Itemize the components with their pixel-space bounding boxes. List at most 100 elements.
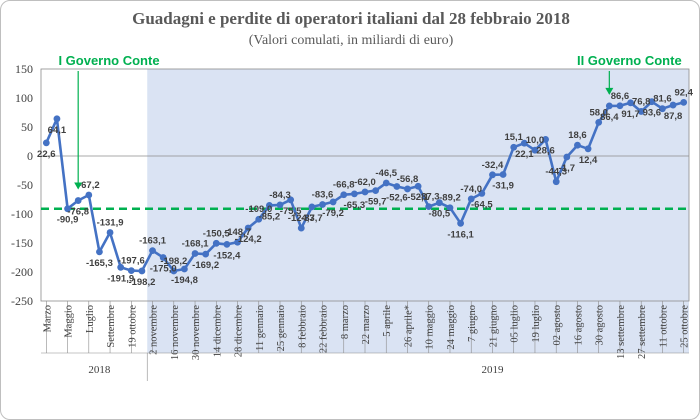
- data-label: -124,3: [288, 213, 315, 224]
- x-tick-label: 8 febbraio: [297, 305, 308, 348]
- data-point: [149, 247, 156, 254]
- x-tick-label: 25 ottobre: [680, 305, 691, 348]
- y-tick-label: -50: [17, 178, 33, 192]
- x-tick-label: 7 giugno: [467, 305, 478, 342]
- x-tick-label: 26 aprile*: [403, 305, 414, 347]
- data-point: [510, 143, 518, 151]
- data-point: [297, 224, 305, 232]
- data-point: [574, 141, 581, 149]
- data-point: [648, 98, 656, 106]
- data-point: [542, 136, 549, 143]
- data-label: 86,4: [600, 112, 619, 123]
- data-label: -194,8: [171, 275, 198, 286]
- data-label: -198,2: [128, 277, 155, 288]
- data-point: [435, 199, 443, 207]
- x-tick-label: Maggio: [64, 305, 75, 338]
- y-tick-label: -250: [11, 294, 33, 308]
- x-tick-label: Settembre: [106, 305, 117, 348]
- data-label: -116,1: [447, 229, 474, 240]
- data-point: [584, 145, 592, 153]
- data-label: -46,5: [375, 168, 397, 179]
- data-point: [42, 139, 50, 147]
- data-point: [255, 215, 263, 223]
- data-point: [637, 108, 645, 115]
- x-tick-label: 22 marzo: [361, 305, 372, 344]
- y-tick-label: 50: [21, 120, 33, 134]
- data-point: [680, 99, 688, 106]
- x-tick-label: 25 gennaio: [276, 305, 287, 351]
- data-label: 18,6: [568, 130, 587, 141]
- x-tick-label: 24 maggio: [446, 305, 457, 350]
- data-point: [74, 197, 82, 204]
- x-tick-label: 05 luglio: [510, 305, 521, 343]
- annotation-arrow-head: [605, 87, 614, 95]
- data-label: -52,1: [407, 192, 429, 203]
- data-point: [319, 201, 326, 208]
- y-tick-label: 0: [27, 149, 33, 163]
- data-point: [425, 203, 433, 211]
- data-label: 76,8: [632, 96, 651, 107]
- data-label: 10,0: [526, 135, 545, 146]
- data-label: 91,7: [621, 109, 640, 120]
- x-tick-label: 28 dicembre: [234, 305, 245, 358]
- data-point: [499, 171, 507, 178]
- data-point: [531, 146, 539, 154]
- data-point: [520, 139, 528, 147]
- data-label: -83,6: [312, 189, 334, 200]
- data-label: -148,7: [224, 227, 251, 238]
- x-tick-label: 2 novembre: [149, 305, 160, 355]
- data-point: [170, 267, 178, 275]
- data-label: -198,2: [160, 256, 187, 267]
- data-point: [446, 204, 454, 212]
- x-tick-label: 16 novembre: [170, 305, 181, 360]
- x-tick-label: 11 gennaio: [255, 305, 266, 351]
- data-label: 22,1: [515, 149, 534, 160]
- data-label: -79,2: [322, 208, 344, 219]
- data-label: -169,2: [192, 260, 219, 271]
- x-tick-label: 30 agosto: [595, 305, 606, 346]
- chart-subtitle: (Valori comulati, in miliardi di euro): [248, 33, 454, 48]
- data-label: -65,3: [344, 200, 366, 211]
- data-point: [478, 190, 486, 197]
- data-point: [563, 153, 571, 161]
- data-point: [489, 171, 496, 179]
- x-tick-label: 16 agosto: [573, 305, 584, 346]
- data-label: -59,7: [365, 197, 387, 208]
- data-label: -163,1: [139, 236, 167, 247]
- data-point: [191, 250, 199, 257]
- data-point: [106, 229, 114, 236]
- data-point: [244, 224, 252, 232]
- data-label: -191,9: [107, 273, 134, 284]
- data-point: [659, 105, 666, 113]
- x-tick-label: Marzo: [42, 305, 53, 332]
- data-point: [414, 182, 422, 190]
- data-point: [552, 178, 560, 186]
- data-label: 58,0: [589, 107, 608, 118]
- x-tick-label: 8 marzo: [340, 305, 351, 339]
- data-label: -87,7: [301, 213, 323, 224]
- data-point: [382, 179, 390, 187]
- data-point: [329, 198, 337, 206]
- x-tick-label: 21 giugno: [488, 305, 499, 347]
- x-tick-label: 10 maggio: [425, 305, 436, 350]
- data-label: -56,8: [397, 174, 419, 185]
- data-point: [616, 102, 624, 110]
- data-label: -89,2: [439, 193, 461, 204]
- y-tick-label: 150: [15, 62, 33, 76]
- data-point: [457, 219, 465, 227]
- data-label: 12,4: [579, 155, 598, 166]
- data-label: -87,3: [418, 192, 440, 203]
- x-tick-label: Luglio: [85, 305, 96, 333]
- data-point: [96, 248, 103, 256]
- data-point: [340, 191, 348, 199]
- data-label: 87,8: [664, 111, 683, 122]
- data-point: [361, 188, 369, 196]
- annotation-arrow-head: [74, 182, 83, 190]
- data-label: 92,4: [674, 87, 693, 98]
- data-point: [372, 187, 380, 195]
- y-tick-label: -200: [11, 265, 33, 279]
- data-label: -52,6: [386, 193, 408, 204]
- data-point: [404, 185, 411, 193]
